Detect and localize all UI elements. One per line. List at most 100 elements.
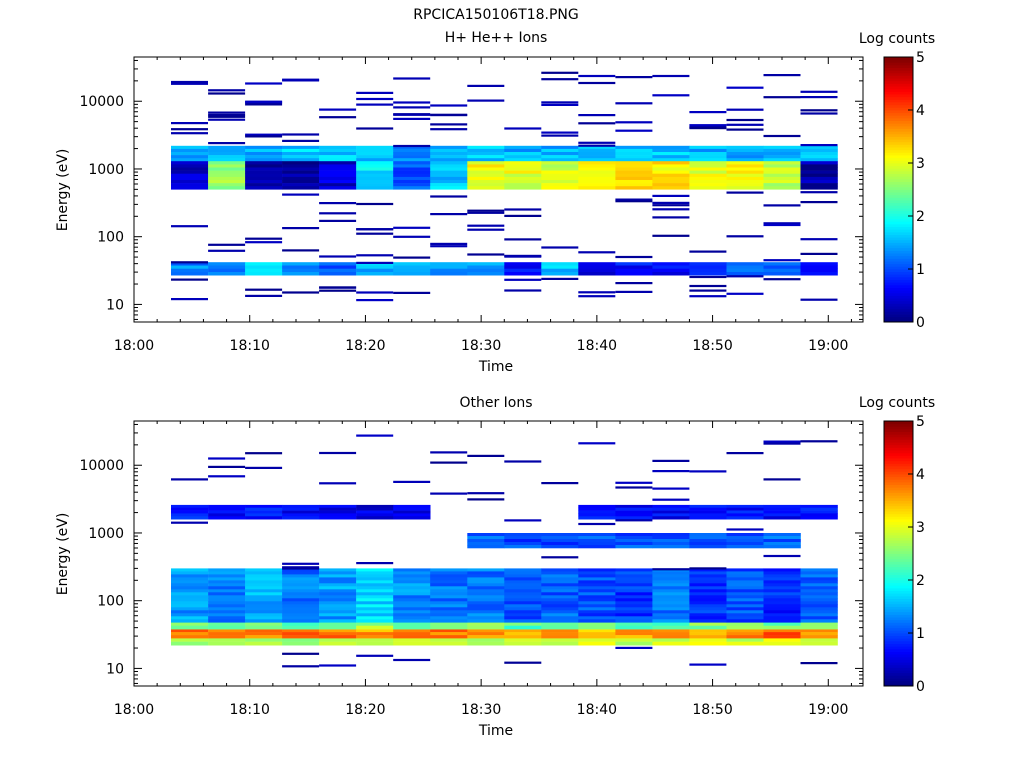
heatmap-cell [467, 533, 505, 537]
heatmap-cell [208, 610, 246, 614]
colorbar-segment [884, 550, 913, 554]
heatmap-cell [504, 580, 542, 584]
colorbar-tick-label: 1 [916, 626, 925, 642]
noise-streak [245, 103, 283, 106]
heatmap-cell [171, 635, 209, 639]
heatmap-cell [689, 641, 727, 646]
heatmap-cell [245, 604, 283, 608]
colorbar-segment [884, 434, 913, 438]
heatmap-cell [282, 601, 320, 605]
heatmap-cell [356, 610, 394, 614]
heatmap-cell [171, 158, 209, 162]
heatmap-cell [467, 545, 505, 549]
heatmap-cell [430, 598, 468, 602]
heatmap-cell [726, 641, 764, 646]
colorbar-segment [884, 141, 913, 145]
heatmap-cell [393, 504, 431, 509]
heatmap-cell [282, 595, 320, 599]
noise-streak [282, 566, 320, 569]
heatmap-cell [763, 161, 801, 165]
heatmap-cell [726, 176, 764, 181]
colorbar-segment [884, 131, 913, 135]
heatmap-cell [467, 577, 505, 581]
heatmap-cell [541, 610, 579, 614]
colorbar-segment [884, 662, 913, 666]
noise-streak [689, 295, 727, 298]
colorbar-segment [884, 587, 913, 591]
heatmap-cell [763, 610, 801, 614]
noise-streak [393, 480, 431, 483]
noise-streak [800, 252, 838, 255]
heatmap-cell [208, 164, 246, 168]
heatmap-cell [356, 148, 394, 153]
heatmap-cell [356, 268, 394, 273]
colorbar-segment [884, 319, 913, 323]
heatmap-cell [430, 568, 468, 572]
colorbar-segment [884, 194, 913, 198]
noise-streak [689, 124, 727, 127]
heatmap-cell [652, 268, 690, 273]
heatmap-cell [504, 571, 542, 575]
heatmap-cell [208, 268, 246, 273]
noise-streak [245, 237, 283, 240]
heatmap-cell [208, 510, 246, 514]
colorbar-segment [884, 500, 913, 504]
heatmap-cell [245, 641, 283, 646]
heatmap-cell [467, 589, 505, 593]
noise-streak [430, 492, 468, 495]
heatmap-cell [763, 180, 801, 184]
heatmap-cell [578, 173, 616, 178]
colorbar-segment [884, 165, 913, 169]
heatmap-cell [615, 148, 653, 153]
heatmap-cell [171, 577, 209, 581]
heatmap-cell [282, 592, 320, 596]
noise-streak [171, 298, 208, 301]
colorbar-tick-label: 2 [916, 209, 925, 225]
heatmap-cell [504, 568, 542, 572]
heatmap-cell [504, 539, 542, 543]
colorbar-segment [884, 221, 913, 225]
noise-streak [726, 528, 764, 531]
heatmap-cell [208, 632, 246, 636]
heatmap-cell [319, 186, 357, 190]
heatmap-cell [652, 616, 690, 620]
heatmap-cell [282, 158, 320, 162]
heatmap-cell [689, 180, 727, 184]
heatmap-cell [763, 545, 801, 549]
colorbar-segment [884, 155, 913, 159]
x-tick-label: 18:20 [345, 338, 385, 354]
heatmap-cell [800, 577, 838, 581]
heatmap-cell [800, 170, 838, 174]
colorbar-segment [884, 261, 913, 265]
y-tick-label: 10 [106, 661, 124, 677]
heatmap-cell [245, 613, 283, 617]
heatmap-cell [763, 145, 801, 150]
noise-streak [356, 127, 394, 130]
heatmap-cell [282, 161, 320, 165]
heatmap-cell [319, 158, 357, 162]
noise-streak [208, 475, 246, 478]
heatmap-cell [282, 164, 320, 168]
heatmap-cell [282, 577, 320, 581]
heatmap-cell [615, 167, 653, 171]
heatmap-cell [356, 265, 394, 269]
colorbar-segment [884, 269, 913, 273]
heatmap-cell [356, 629, 394, 633]
heatmap-cell [726, 272, 764, 276]
heatmap-cell [319, 167, 357, 171]
colorbar-segment [884, 672, 913, 676]
heatmap-cell [726, 613, 764, 617]
heatmap-cell [393, 513, 431, 517]
heatmap-cell [282, 180, 320, 184]
heatmap-cell [726, 607, 764, 611]
heatmap-cell [689, 601, 727, 605]
heatmap-cell [615, 542, 653, 546]
heatmap-cell [208, 625, 246, 630]
heatmap-cell [504, 545, 542, 549]
heatmap-cell [282, 622, 320, 626]
noise-streak [208, 111, 246, 114]
heatmap-cell [171, 632, 209, 636]
heatmap-cell [615, 638, 653, 642]
heatmap-cell [467, 170, 505, 174]
heatmap-cell [319, 155, 357, 159]
